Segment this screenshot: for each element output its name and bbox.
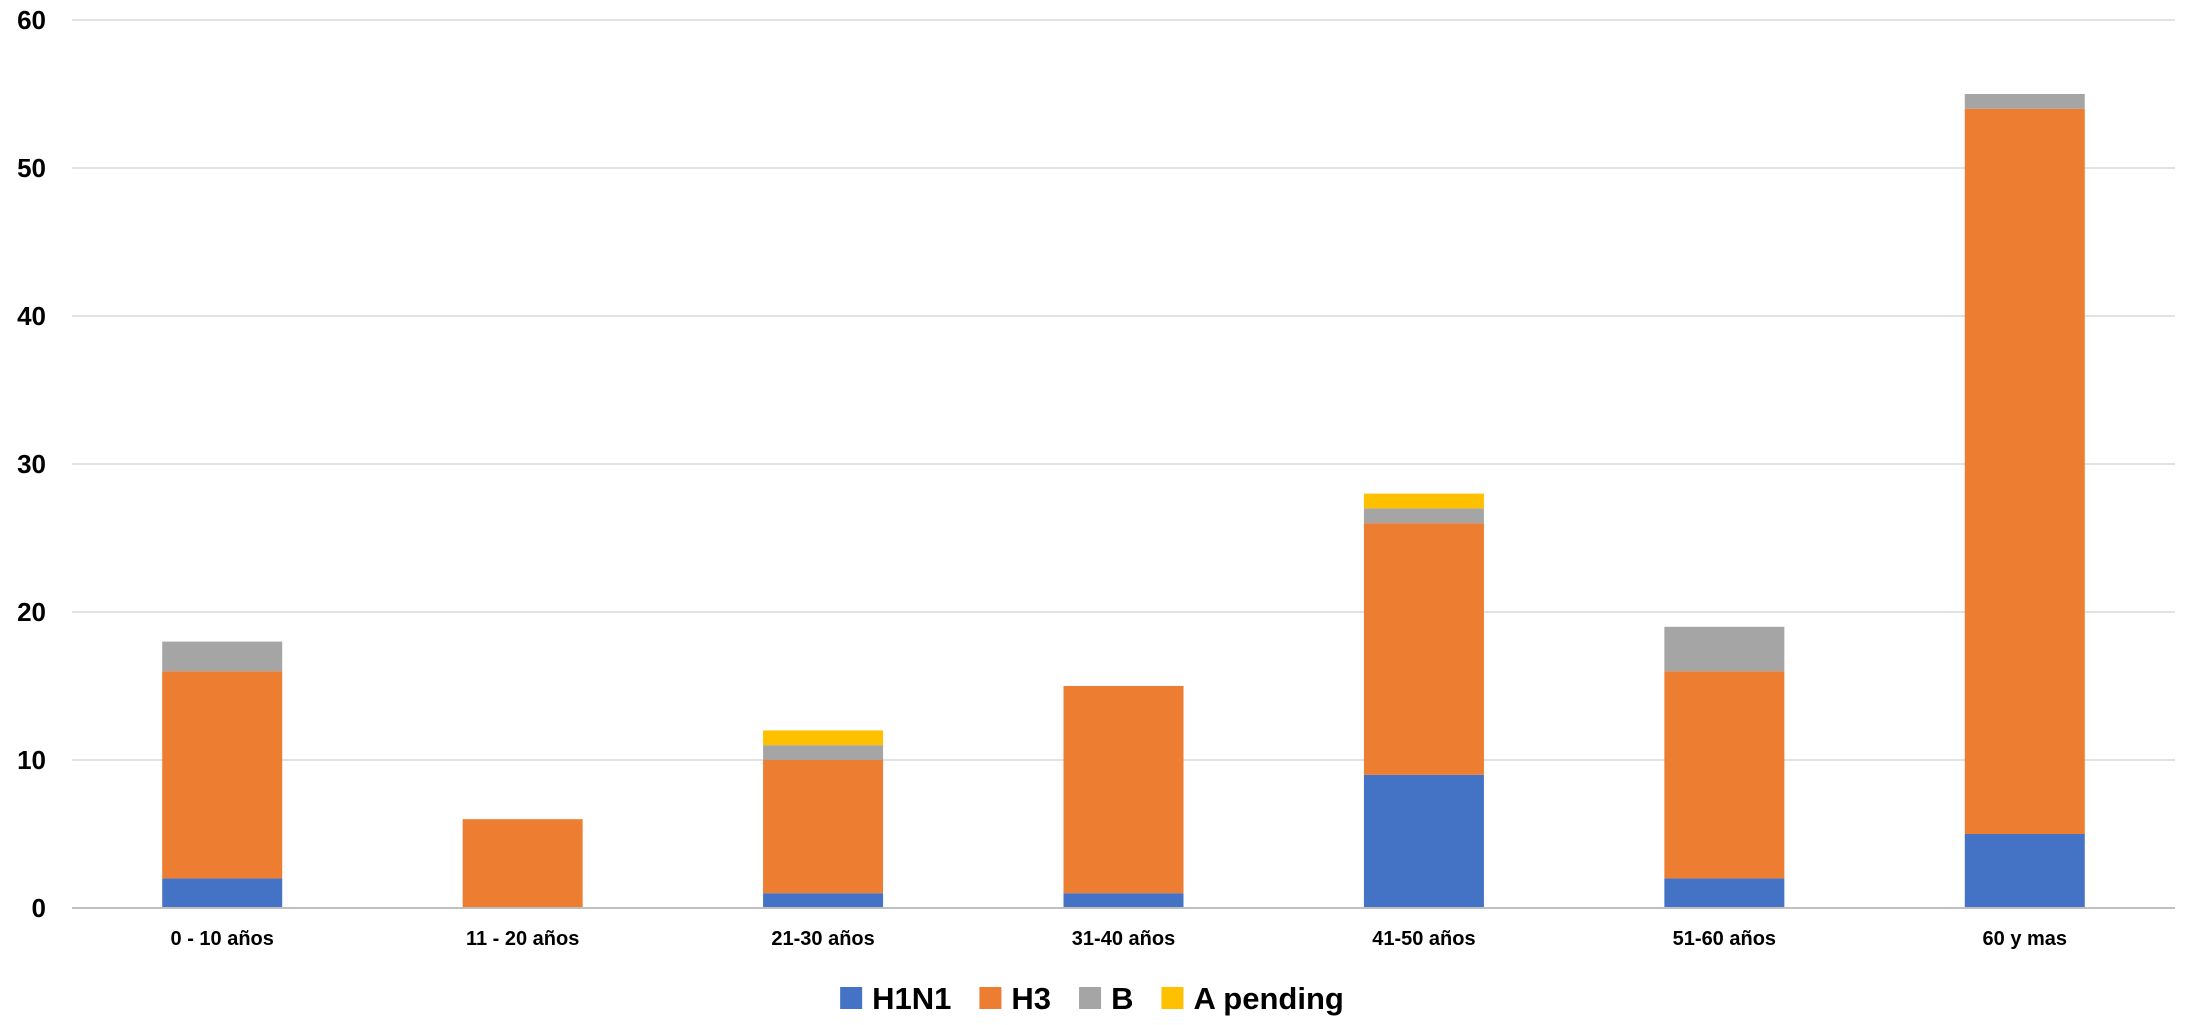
legend-label: H3 (1011, 981, 1051, 1016)
x-tick-label: 41-50 años (1372, 928, 1475, 950)
bar-segment-b-0 (162, 641, 283, 672)
legend-swatch-h1n1 (840, 987, 863, 1009)
bar-segment-b-2 (763, 745, 884, 760)
bar-segment-h3-3 (1063, 686, 1184, 894)
y-tick-label: 30 (17, 449, 46, 479)
bar-segment-h3-2 (763, 760, 884, 894)
legend-swatch-b (1079, 987, 1102, 1009)
bar-segment-h3-4 (1363, 523, 1484, 775)
bar-segment-h3-0 (162, 671, 283, 879)
bars (162, 94, 2085, 908)
y-tick-label: 10 (17, 745, 46, 775)
x-tick-label: 60 y mas (1983, 928, 2068, 950)
legend-label: A pending (1193, 981, 1343, 1016)
bar-segment-h1n1-6 (1964, 834, 2085, 908)
legend-label: H1N1 (872, 981, 951, 1016)
y-tick-label: 0 (32, 893, 46, 923)
bar-segment-a-pending-4 (1363, 493, 1484, 509)
y-tick-label: 60 (17, 5, 46, 35)
x-tick-label: 31-40 años (1072, 928, 1175, 950)
bar-segment-a-pending-2 (763, 730, 884, 746)
bar-segment-b-5 (1664, 626, 1785, 672)
gridlines (72, 19, 2175, 909)
bar-segment-b-4 (1363, 508, 1484, 524)
bar-segment-b-6 (1964, 94, 2085, 109)
bar-segment-h1n1-3 (1063, 893, 1184, 908)
bar-segment-h1n1-4 (1363, 774, 1484, 908)
axes: 0 10 20 30 40 50 60 0 - 10 años 11 - 20 años 21-3… (17, 5, 2175, 950)
bar-segment-h1n1-0 (162, 878, 283, 908)
x-tick-label: 21-30 años (771, 928, 874, 950)
bar-segment-h1n1-5 (1664, 878, 1785, 908)
y-tick-label: 50 (17, 153, 46, 183)
bar-segment-h3-6 (1964, 108, 2085, 835)
y-tick-label: 20 (17, 597, 46, 627)
x-tick-label: 51-60 años (1673, 928, 1776, 950)
legend-swatch-a-pending (1161, 987, 1184, 1009)
legend: H1N1 H3 B A pending (840, 981, 1344, 1016)
legend-swatch-h3 (979, 987, 1002, 1009)
y-tick-label: 40 (17, 301, 46, 331)
bar-segment-h3-5 (1664, 671, 1785, 879)
bar-segment-h1n1-2 (763, 893, 884, 908)
bar-segment-h3-1 (462, 819, 583, 908)
x-tick-label: 0 - 10 años (171, 928, 274, 950)
legend-label: B (1111, 981, 1133, 1016)
x-tick-label: 11 - 20 años (466, 928, 579, 950)
